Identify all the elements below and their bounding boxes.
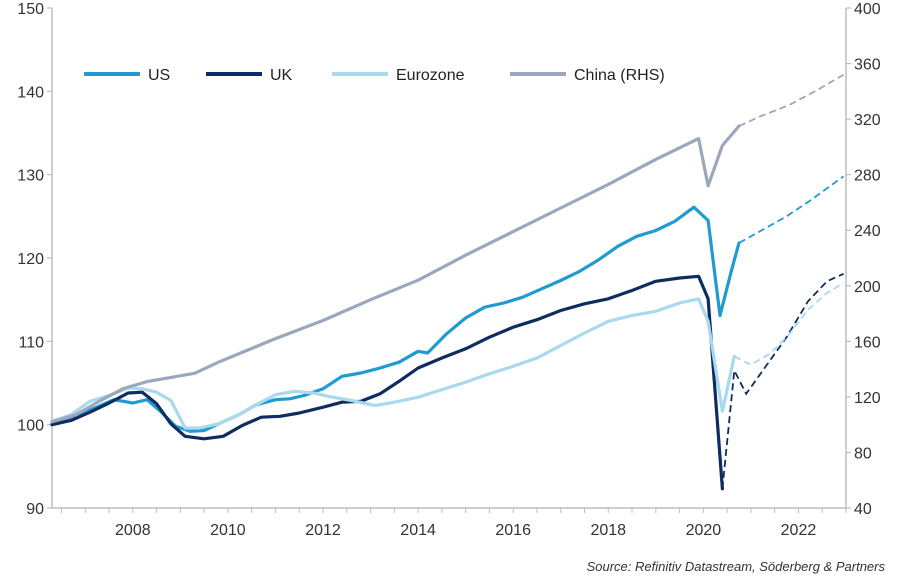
series-forecast-eurozone xyxy=(733,282,845,366)
series-line-china-rhs xyxy=(50,124,741,424)
legend-label-us: US xyxy=(148,67,170,84)
y-tick-label-right: 200 xyxy=(854,279,881,296)
y-tick-label-left: 140 xyxy=(17,84,44,101)
x-tick-label: 2010 xyxy=(210,522,246,539)
y-tick-label-right: 160 xyxy=(854,334,881,351)
y-tick-label-right: 240 xyxy=(854,223,881,240)
series-layer xyxy=(50,73,845,491)
y-tick-label-left: 100 xyxy=(17,418,44,435)
series-forecast-us xyxy=(738,175,845,244)
legend-label-china-rhs: China (RHS) xyxy=(574,67,665,84)
y-tick-label-left: 110 xyxy=(18,334,44,351)
y-tick-label-right: 120 xyxy=(854,390,881,407)
series-line-eurozone xyxy=(50,297,736,430)
y-tick-label-right: 40 xyxy=(854,501,872,518)
series-line-uk xyxy=(50,274,724,491)
series-line-us xyxy=(50,205,741,433)
x-tick-label: 2014 xyxy=(400,522,436,539)
y-tick-label-left: 90 xyxy=(26,501,44,518)
x-tick-label: 2016 xyxy=(495,522,531,539)
x-tick-label: 2022 xyxy=(781,522,817,539)
y-tick-label-left: 150 xyxy=(17,1,44,18)
y-tick-label-left: 120 xyxy=(17,251,44,268)
legend-label-eurozone: Eurozone xyxy=(396,67,465,84)
y-tick-label-right: 400 xyxy=(854,1,881,18)
legend-label-uk: UK xyxy=(270,67,293,84)
legend: US UK Eurozone China (RHS) xyxy=(84,67,665,84)
series-forecast-china-rhs xyxy=(738,73,845,127)
x-tick-label: 2018 xyxy=(590,522,626,539)
y-tick-label-left: 130 xyxy=(17,168,44,185)
y-tick-label-right: 280 xyxy=(854,168,881,185)
y-tick-label-right: 80 xyxy=(854,445,872,462)
axes: 90 100 110 120 130 140 150 40 80 120 160 200 240 280 3… xyxy=(17,1,881,539)
source-note: Source: Refinitiv Datastream, Söderberg … xyxy=(586,559,885,574)
x-tick-label: 2020 xyxy=(686,522,722,539)
x-tick-label: 2008 xyxy=(115,522,151,539)
series-forecast-uk xyxy=(721,272,844,489)
y-tick-label-right: 320 xyxy=(854,112,881,129)
y-tick-label-right: 360 xyxy=(854,57,881,74)
x-tick-label: 2012 xyxy=(305,522,341,539)
